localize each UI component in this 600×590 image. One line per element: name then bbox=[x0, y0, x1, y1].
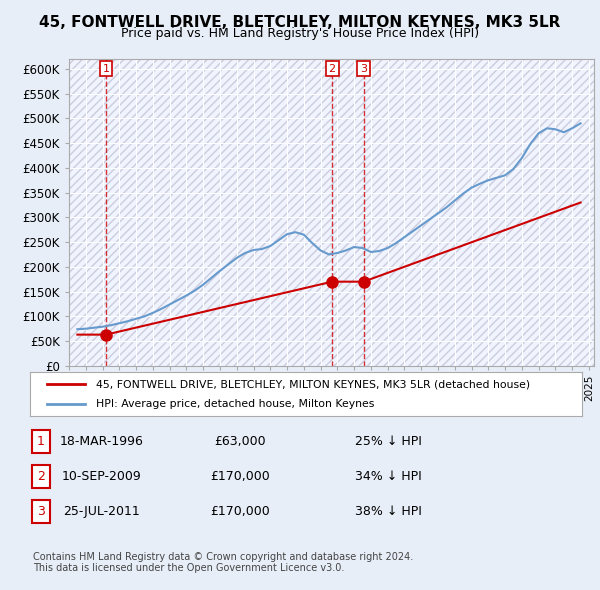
Text: 34% ↓ HPI: 34% ↓ HPI bbox=[355, 470, 422, 483]
Text: £170,000: £170,000 bbox=[210, 470, 269, 483]
Text: 3: 3 bbox=[360, 64, 367, 74]
Text: 45, FONTWELL DRIVE, BLETCHLEY, MILTON KEYNES, MK3 5LR (detached house): 45, FONTWELL DRIVE, BLETCHLEY, MILTON KE… bbox=[96, 379, 530, 389]
Text: 25% ↓ HPI: 25% ↓ HPI bbox=[355, 435, 422, 448]
Text: 2: 2 bbox=[37, 470, 45, 483]
Text: 38% ↓ HPI: 38% ↓ HPI bbox=[355, 505, 422, 518]
Text: £63,000: £63,000 bbox=[214, 435, 266, 448]
Text: 1: 1 bbox=[103, 64, 110, 74]
Text: Contains HM Land Registry data © Crown copyright and database right 2024.: Contains HM Land Registry data © Crown c… bbox=[33, 552, 413, 562]
Text: 45, FONTWELL DRIVE, BLETCHLEY, MILTON KEYNES, MK3 5LR: 45, FONTWELL DRIVE, BLETCHLEY, MILTON KE… bbox=[40, 15, 560, 30]
Text: Price paid vs. HM Land Registry's House Price Index (HPI): Price paid vs. HM Land Registry's House … bbox=[121, 27, 479, 40]
Text: 10-SEP-2009: 10-SEP-2009 bbox=[62, 470, 142, 483]
Text: HPI: Average price, detached house, Milton Keynes: HPI: Average price, detached house, Milt… bbox=[96, 399, 374, 408]
Text: This data is licensed under the Open Government Licence v3.0.: This data is licensed under the Open Gov… bbox=[33, 563, 344, 573]
Text: 3: 3 bbox=[37, 505, 45, 518]
Text: 2: 2 bbox=[329, 64, 336, 74]
Text: 18-MAR-1996: 18-MAR-1996 bbox=[60, 435, 143, 448]
Text: 1: 1 bbox=[37, 435, 45, 448]
Text: £170,000: £170,000 bbox=[210, 505, 269, 518]
Text: 25-JUL-2011: 25-JUL-2011 bbox=[64, 505, 140, 518]
